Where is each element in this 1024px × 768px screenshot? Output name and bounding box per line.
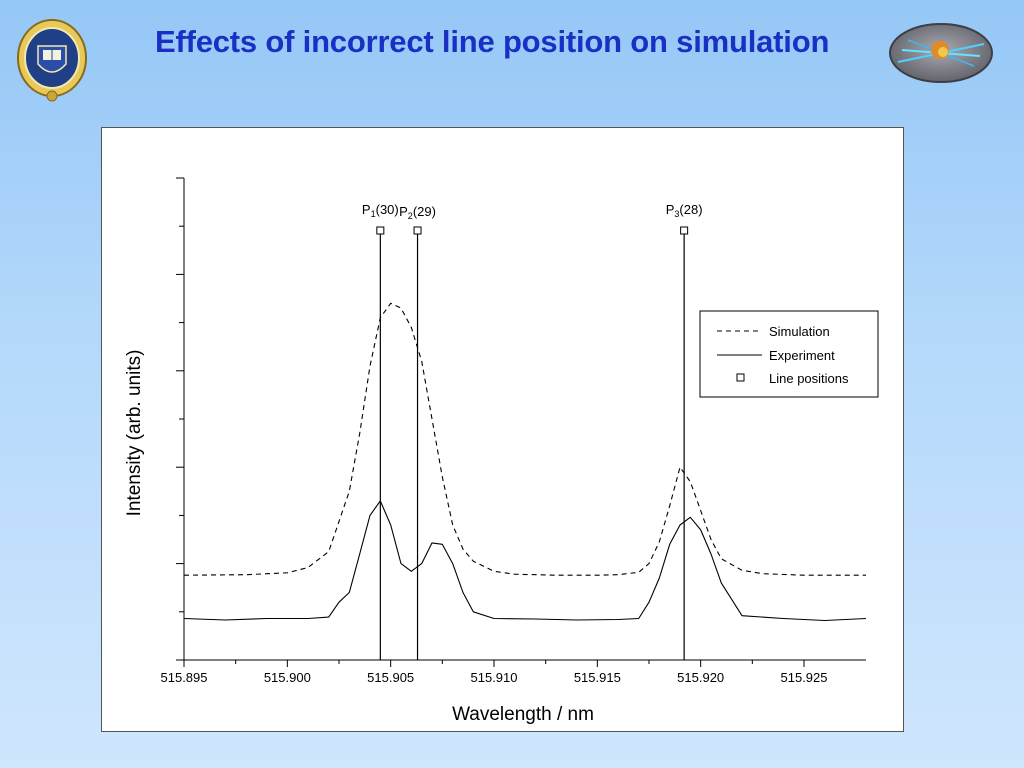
legend-line-positions-label: Line positions: [769, 371, 849, 386]
x-axis-title: Wavelength / nm: [452, 704, 594, 725]
line-position-label: P1(30): [362, 202, 399, 219]
line-position-square: [376, 226, 385, 235]
x-tick-label: 515.910: [471, 670, 518, 685]
series-simulation: [183, 302, 866, 576]
x-tick-label: 515.900: [264, 670, 311, 685]
x-tick-label: 515.905: [367, 670, 414, 685]
legend-simulation-label: Simulation: [769, 324, 830, 339]
x-tick-label: 515.920: [677, 670, 724, 685]
legend-line-positions-marker: [736, 373, 745, 382]
x-tick-label: 515.915: [574, 670, 621, 685]
slide-title: Effects of incorrect line position on si…: [155, 24, 830, 59]
legend-box: [699, 310, 879, 398]
line-position-square: [413, 226, 422, 235]
series-experiment: [183, 500, 867, 622]
line-position-label: P3(28): [666, 202, 703, 219]
line-position-square: [680, 226, 689, 235]
line-position-label: P2(29): [399, 204, 436, 221]
x-tick-label: 515.925: [781, 670, 828, 685]
spectrum-chart: 515.895 515.900 515.905 515.910 515.915 515.9…: [124, 177, 879, 725]
university-crest-icon: [17, 19, 87, 102]
collision-emblem-icon: [889, 23, 993, 83]
chart-panel: 515.895 515.900 515.905 515.910 515.915 515.9…: [101, 127, 904, 732]
x-tick-label: 515.895: [161, 670, 208, 685]
chart-legend: Simulation Experiment Line positions: [699, 310, 879, 398]
legend-experiment-label: Experiment: [769, 348, 835, 363]
y-axis-title: Intensity (arb. units): [124, 350, 145, 517]
plot-area: 515.895 515.900 515.905 515.910 515.915 515.9…: [161, 177, 867, 685]
